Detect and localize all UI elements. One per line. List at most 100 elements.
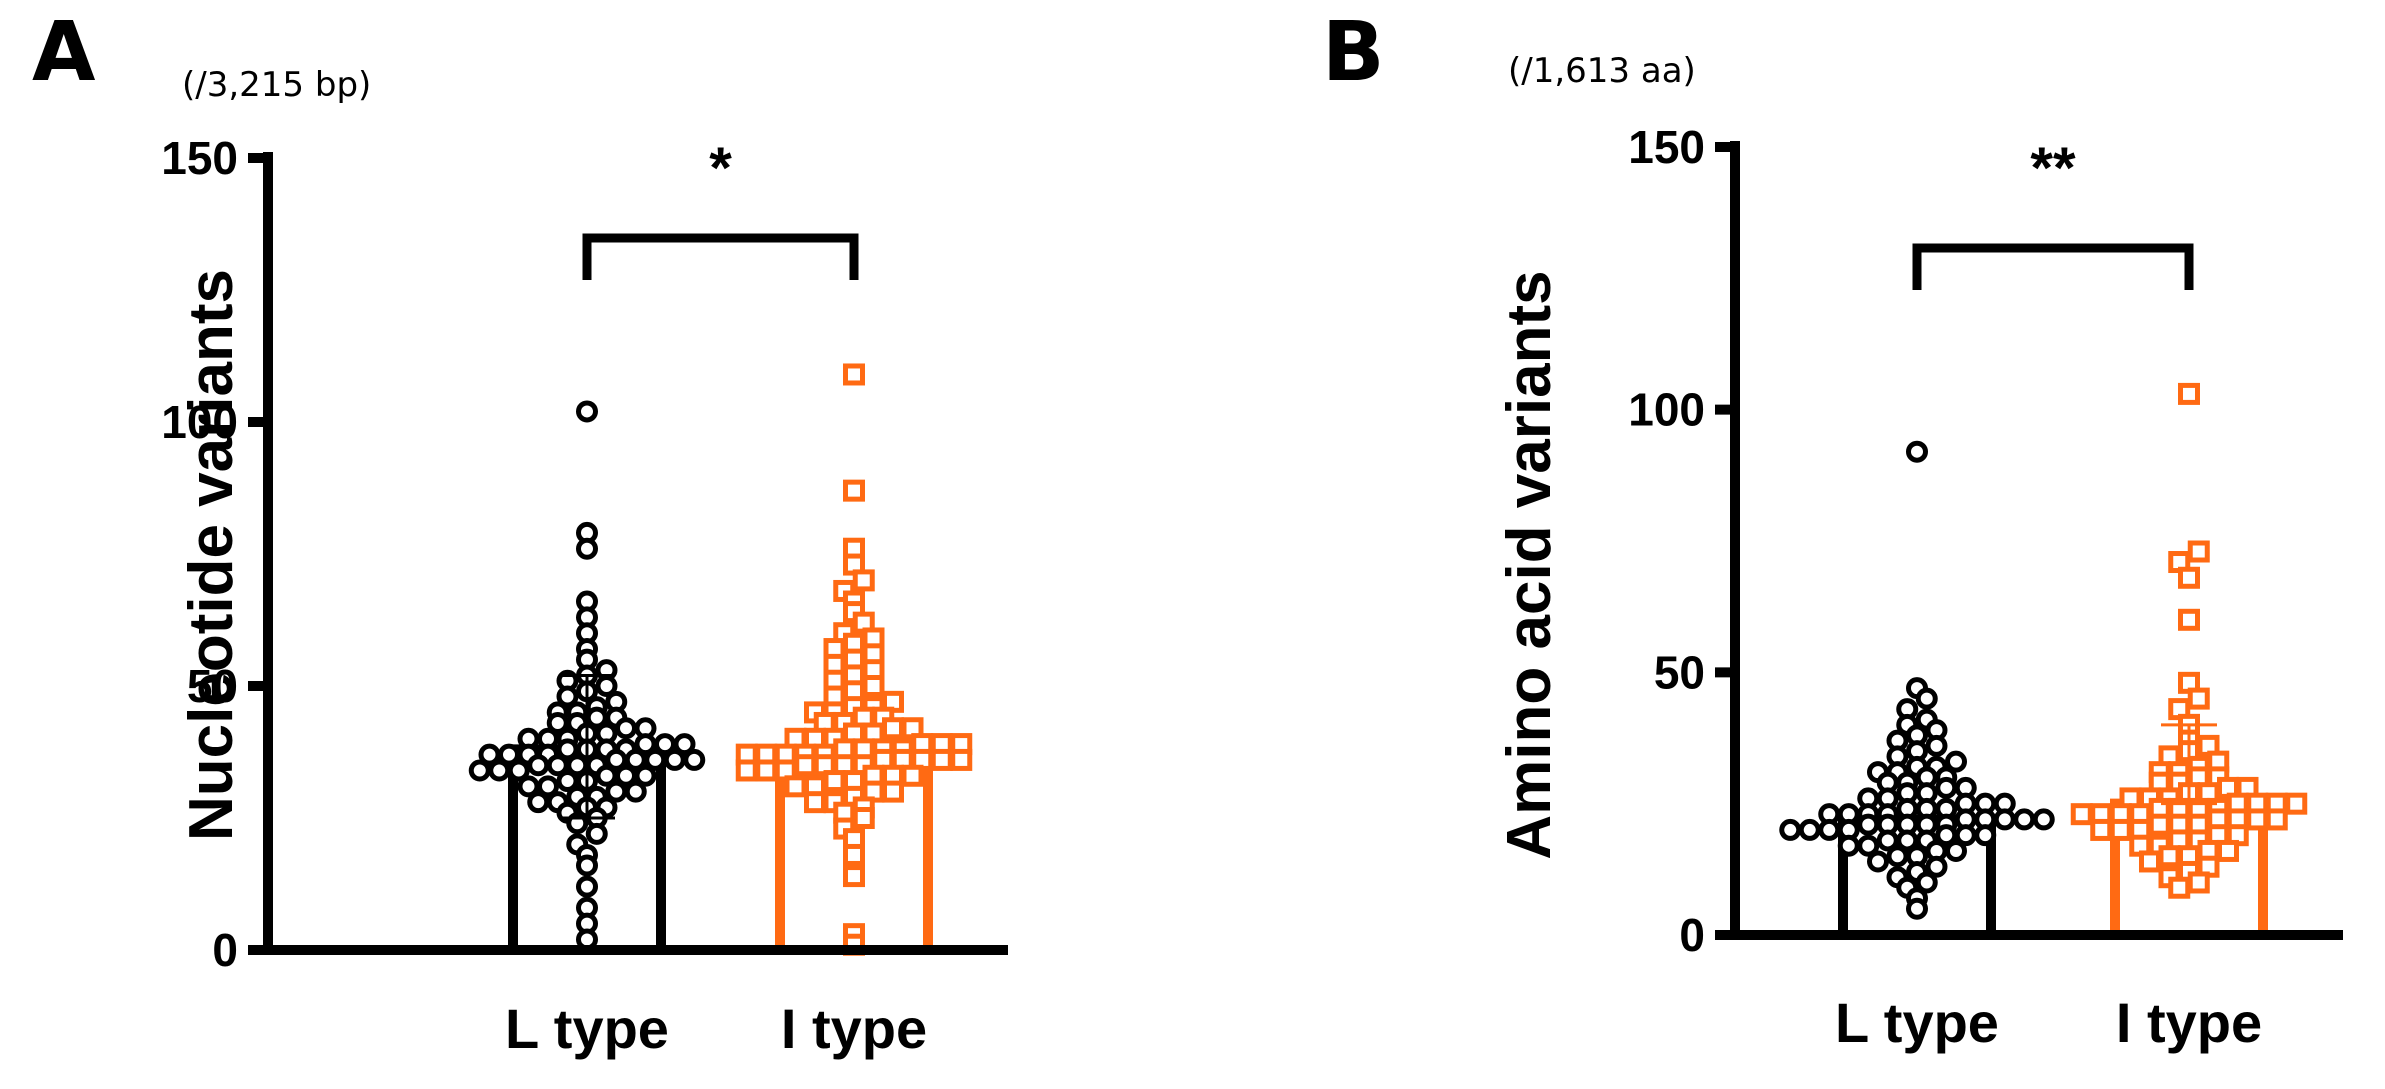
unit-note-b: (/1,613 aa) — [1508, 51, 1696, 91]
axes-b — [1730, 141, 2343, 940]
y-tick-label-b-50: 50 — [1654, 646, 1705, 698]
data-point-b-1 — [2070, 803, 2093, 826]
data-point-a-1 — [852, 807, 875, 829]
point-layer-a — [468, 363, 973, 956]
error-layer-b — [2161, 723, 2217, 806]
data-point-a-1 — [843, 843, 865, 866]
data-point-a-1 — [794, 754, 817, 777]
data-point-a-0 — [615, 717, 637, 740]
data-point-a-1 — [862, 675, 885, 697]
data-point-b-0 — [1925, 855, 1948, 878]
data-point-a-1 — [882, 780, 904, 803]
data-point-b-1 — [2178, 382, 2200, 405]
data-point-b-1 — [2168, 876, 2191, 899]
data-point-b-0 — [1925, 734, 1948, 757]
category-labels-a: L type I type — [505, 997, 927, 1060]
significance-a: * — [582, 136, 859, 280]
y-tick-label-b-150: 150 — [1628, 121, 1705, 173]
panel-a: A (/3,215 bp) Nucleotide variants 0 50 100… — [32, 5, 1008, 1060]
y-tick-label-a-0: 0 — [212, 924, 238, 976]
data-point-a-0 — [527, 754, 550, 777]
data-point-b-0 — [1798, 818, 1821, 841]
data-point-a-1 — [950, 748, 973, 771]
data-point-b-1 — [2178, 566, 2200, 589]
ticks-b: 0 50 100 150 — [1628, 121, 1735, 961]
ticks-a: 0 50 100 150 — [161, 132, 268, 976]
y-tick-label-a-100: 100 — [161, 396, 238, 448]
axes-a — [263, 152, 1008, 955]
data-point-b-0 — [1915, 871, 1938, 894]
data-point-b-0 — [1993, 808, 2016, 831]
data-point-a-1 — [735, 759, 758, 782]
point-layer-b — [1779, 382, 2308, 920]
y-axis-label-b: Amino acid variants — [1495, 270, 1564, 859]
y-tick-label-a-150: 150 — [161, 132, 238, 184]
category-labels-b: L type I type — [1835, 991, 2262, 1054]
significance-b: ** — [1912, 136, 2194, 290]
data-point-b-1 — [2187, 687, 2210, 710]
data-point-b-0 — [2013, 808, 2036, 831]
panel-letter-a: A — [32, 5, 96, 100]
data-point-b-1 — [2246, 808, 2269, 831]
panel-letter-b: B — [1322, 5, 1385, 100]
data-point-b-0 — [1945, 839, 1967, 862]
data-point-b-0 — [1779, 818, 1802, 841]
data-point-b-1 — [2187, 540, 2210, 563]
data-point-a-0 — [556, 685, 579, 708]
significance-label-a: * — [709, 136, 732, 201]
data-point-b-0 — [1837, 834, 1860, 857]
data-point-a-0 — [683, 748, 706, 771]
data-point-a-1 — [843, 865, 865, 888]
data-point-b-1 — [2090, 818, 2113, 841]
data-point-b-0 — [1857, 834, 1880, 857]
data-point-b-1 — [2217, 839, 2239, 862]
data-point-a-1 — [843, 363, 865, 386]
data-point-b-1 — [2139, 850, 2161, 873]
data-point-a-1 — [901, 764, 924, 787]
significance-label-b: ** — [2030, 136, 2076, 201]
significance-bracket-a — [582, 233, 859, 280]
data-point-b-1 — [2158, 845, 2181, 868]
data-point-a-0 — [585, 822, 608, 845]
category-label-b-1: I type — [2116, 991, 2262, 1054]
data-point-b-0 — [1857, 813, 1880, 836]
data-point-a-0 — [507, 759, 530, 782]
data-point-a-0 — [576, 400, 598, 423]
data-point-b-0 — [2032, 808, 2055, 831]
category-label-b-0: L type — [1835, 991, 1999, 1054]
error-layer-a — [559, 673, 615, 820]
data-point-a-1 — [804, 791, 826, 814]
data-point-a-0 — [527, 791, 550, 814]
data-point-a-1 — [930, 748, 953, 771]
data-point-b-1 — [2178, 608, 2200, 631]
category-label-a-1: I type — [781, 997, 927, 1060]
data-point-a-1 — [823, 770, 846, 793]
data-point-b-1 — [2187, 871, 2210, 894]
data-point-a-0 — [576, 875, 598, 898]
data-point-a-0 — [576, 854, 598, 877]
data-point-a-0 — [624, 780, 647, 803]
category-label-a-0: L type — [505, 997, 669, 1060]
y-tick-label-b-100: 100 — [1628, 384, 1705, 436]
data-point-b-0 — [1935, 776, 1958, 799]
data-point-a-1 — [755, 759, 778, 782]
data-point-b-1 — [2285, 792, 2308, 815]
y-axis-label-a: Nucleotide variants — [177, 269, 246, 841]
significance-bracket-b — [1912, 243, 2194, 290]
data-point-a-1 — [843, 479, 865, 502]
data-point-b-0 — [1818, 818, 1841, 841]
data-point-a-0 — [537, 775, 559, 798]
unit-note-a: (/3,215 bp) — [182, 65, 371, 105]
data-point-a-1 — [882, 717, 904, 740]
data-point-a-0 — [673, 733, 696, 756]
data-point-b-1 — [2148, 813, 2171, 836]
data-point-a-0 — [663, 748, 686, 771]
y-tick-label-a-50: 50 — [187, 660, 238, 712]
bar-b-l-type — [1838, 814, 1996, 935]
data-point-a-1 — [852, 569, 875, 592]
data-point-a-0 — [468, 759, 491, 782]
data-point-a-1 — [784, 775, 807, 798]
data-point-a-0 — [488, 759, 511, 782]
data-point-a-0 — [576, 537, 598, 560]
